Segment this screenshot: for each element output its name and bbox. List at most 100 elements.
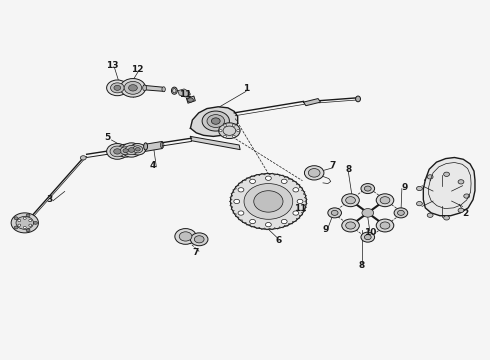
Text: 11: 11 (179, 90, 192, 99)
Circle shape (458, 208, 464, 212)
Circle shape (120, 147, 131, 155)
Circle shape (238, 188, 244, 192)
Circle shape (223, 135, 226, 138)
Text: 10: 10 (364, 228, 376, 237)
Circle shape (128, 148, 135, 152)
Text: 4: 4 (149, 161, 156, 170)
Circle shape (179, 232, 192, 241)
Circle shape (304, 166, 324, 180)
Polygon shape (178, 89, 191, 97)
Text: 9: 9 (323, 225, 329, 234)
Circle shape (293, 188, 299, 192)
Circle shape (365, 235, 371, 240)
Circle shape (24, 217, 26, 219)
Circle shape (114, 149, 121, 154)
Circle shape (24, 226, 26, 229)
Ellipse shape (356, 96, 361, 102)
Circle shape (175, 229, 196, 244)
Circle shape (124, 81, 142, 94)
Circle shape (111, 83, 124, 93)
Circle shape (308, 168, 320, 177)
Circle shape (361, 232, 374, 242)
Circle shape (458, 180, 464, 184)
Circle shape (342, 194, 359, 207)
Circle shape (26, 229, 30, 232)
Circle shape (14, 226, 18, 229)
Circle shape (122, 143, 141, 157)
Circle shape (80, 156, 86, 160)
Circle shape (345, 197, 355, 204)
Circle shape (443, 172, 449, 176)
Circle shape (427, 213, 433, 217)
Circle shape (107, 144, 128, 159)
Text: 5: 5 (104, 133, 111, 142)
Circle shape (133, 146, 143, 153)
Circle shape (376, 194, 394, 207)
Circle shape (191, 233, 208, 246)
Circle shape (293, 211, 299, 215)
Circle shape (18, 220, 21, 222)
Circle shape (464, 194, 469, 198)
Text: 8: 8 (359, 261, 365, 270)
Ellipse shape (172, 87, 177, 94)
Circle shape (120, 78, 146, 97)
Circle shape (416, 202, 422, 206)
Circle shape (232, 135, 235, 138)
Circle shape (219, 123, 240, 139)
Text: 3: 3 (46, 195, 52, 204)
Ellipse shape (144, 143, 147, 150)
Polygon shape (145, 141, 162, 152)
Circle shape (234, 199, 240, 203)
Circle shape (107, 80, 128, 96)
Circle shape (342, 219, 359, 232)
Circle shape (114, 85, 121, 90)
Text: 7: 7 (192, 248, 198, 257)
Circle shape (128, 85, 137, 91)
Text: 6: 6 (275, 236, 281, 245)
Circle shape (281, 179, 287, 184)
Circle shape (380, 222, 390, 229)
Circle shape (365, 186, 371, 191)
Text: 9: 9 (402, 183, 408, 192)
Circle shape (33, 221, 37, 224)
Text: 13: 13 (106, 61, 119, 70)
Text: 7: 7 (329, 161, 336, 170)
Circle shape (16, 216, 33, 229)
Circle shape (249, 219, 255, 224)
Circle shape (361, 184, 374, 194)
Circle shape (331, 210, 338, 215)
Circle shape (266, 222, 271, 227)
Circle shape (394, 208, 408, 218)
Polygon shape (303, 99, 320, 106)
Text: 2: 2 (462, 210, 468, 219)
Circle shape (232, 124, 235, 126)
Circle shape (281, 219, 287, 224)
Text: 12: 12 (131, 65, 143, 74)
Circle shape (427, 175, 433, 179)
Circle shape (207, 114, 224, 127)
Ellipse shape (162, 87, 165, 92)
Circle shape (249, 179, 255, 184)
Circle shape (254, 191, 283, 212)
Polygon shape (187, 96, 196, 103)
Circle shape (297, 199, 303, 203)
Text: 1: 1 (243, 84, 249, 93)
Circle shape (219, 130, 222, 132)
Circle shape (123, 149, 128, 153)
Circle shape (230, 174, 306, 229)
Circle shape (376, 219, 394, 232)
Polygon shape (191, 136, 240, 150)
Circle shape (380, 197, 390, 204)
Circle shape (237, 130, 240, 132)
Circle shape (244, 184, 293, 219)
Circle shape (362, 208, 374, 217)
Circle shape (130, 144, 146, 155)
Circle shape (328, 208, 342, 218)
Polygon shape (144, 85, 165, 91)
Circle shape (223, 124, 226, 126)
Circle shape (211, 118, 220, 124)
Circle shape (345, 222, 355, 229)
Circle shape (18, 224, 21, 226)
Ellipse shape (143, 85, 147, 91)
Circle shape (125, 145, 138, 155)
